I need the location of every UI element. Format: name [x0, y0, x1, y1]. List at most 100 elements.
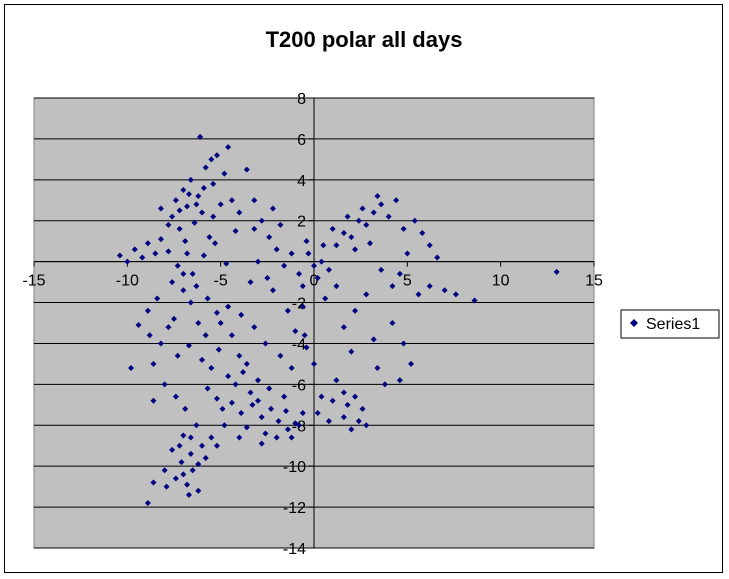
data-point: [240, 369, 247, 376]
data-point: [305, 250, 312, 257]
data-point: [232, 227, 239, 234]
data-point: [200, 252, 207, 259]
data-point: [363, 291, 370, 298]
data-point: [195, 487, 202, 494]
data-point: [187, 299, 194, 306]
data-point: [180, 471, 187, 478]
data-point: [185, 191, 192, 198]
data-point: [144, 240, 151, 247]
data-point: [193, 283, 200, 290]
data-point: [225, 303, 232, 310]
data-point: [154, 295, 161, 302]
data-point: [284, 426, 291, 433]
data-point: [238, 410, 245, 416]
data-point: [325, 266, 332, 273]
data-point: [288, 250, 295, 257]
x-tick-label: -10: [116, 273, 139, 290]
data-point: [318, 258, 325, 265]
data-point: [389, 320, 396, 326]
data-point: [314, 275, 321, 281]
data-point: [184, 481, 191, 488]
data-point: [452, 291, 459, 298]
data-point: [215, 346, 222, 353]
data-point: [195, 320, 202, 326]
data-point: [396, 377, 403, 384]
data-point: [396, 270, 403, 277]
data-point: [202, 164, 209, 171]
x-tick-label: 10: [492, 273, 510, 290]
data-point: [378, 266, 385, 273]
data-point: [408, 360, 415, 367]
data-point: [370, 336, 377, 343]
data-point: [299, 410, 306, 416]
data-point: [243, 360, 250, 367]
data-point: [146, 332, 153, 339]
data-point: [139, 254, 146, 261]
data-point: [180, 187, 187, 194]
data-point: [281, 393, 288, 400]
data-point: [217, 320, 224, 326]
data-point: [333, 283, 340, 290]
data-point: [301, 332, 308, 339]
data-point: [161, 467, 168, 474]
data-point: [269, 287, 276, 294]
data-point: [174, 352, 181, 359]
data-point: [236, 434, 243, 441]
legend-box: [620, 309, 720, 339]
data-point: [340, 324, 347, 331]
data-point: [385, 213, 392, 220]
data-point: [176, 225, 183, 232]
data-point: [157, 340, 164, 347]
data-point: [266, 385, 273, 392]
data-point: [150, 397, 157, 404]
data-point: [363, 422, 370, 429]
data-point: [258, 440, 265, 447]
data-point: [180, 432, 187, 439]
data-point: [355, 217, 362, 224]
data-point: [318, 393, 325, 400]
data-point: [251, 324, 258, 331]
data-point: [277, 352, 284, 359]
data-point: [178, 459, 185, 466]
data-point: [189, 270, 196, 277]
data-point: [217, 201, 224, 208]
data-point: [441, 287, 448, 294]
data-point: [206, 234, 213, 241]
data-point: [116, 252, 123, 259]
y-tick-label: 6: [297, 132, 306, 149]
data-point: [197, 133, 204, 140]
data-point: [225, 144, 232, 151]
x-tick-label: 15: [585, 273, 603, 290]
x-tick-label: 5: [403, 273, 412, 290]
data-point: [150, 360, 157, 367]
data-point: [185, 342, 192, 349]
data-point: [228, 332, 235, 339]
data-point: [157, 236, 164, 243]
data-point: [284, 307, 291, 314]
data-point: [322, 295, 329, 302]
data-point: [236, 209, 243, 216]
data-point: [355, 418, 362, 425]
data-point: [213, 395, 220, 402]
data-point: [199, 356, 205, 363]
data-point: [419, 230, 426, 236]
data-point: [370, 209, 377, 216]
data-point: [228, 197, 235, 204]
y-tick-label: -12: [283, 500, 306, 517]
data-point: [172, 197, 179, 204]
data-point: [128, 365, 135, 371]
data-point: [348, 348, 355, 355]
data-point: [296, 270, 303, 277]
data-point: [236, 352, 243, 359]
data-point: [426, 242, 433, 249]
data-point: [221, 422, 228, 429]
data-point: [165, 248, 172, 255]
data-point: [303, 344, 310, 351]
data-point: [163, 483, 170, 490]
data-point: [311, 262, 317, 269]
data-point: [471, 297, 478, 304]
data-point: [165, 221, 172, 228]
data-point: [255, 258, 261, 265]
data-point: [232, 381, 239, 388]
